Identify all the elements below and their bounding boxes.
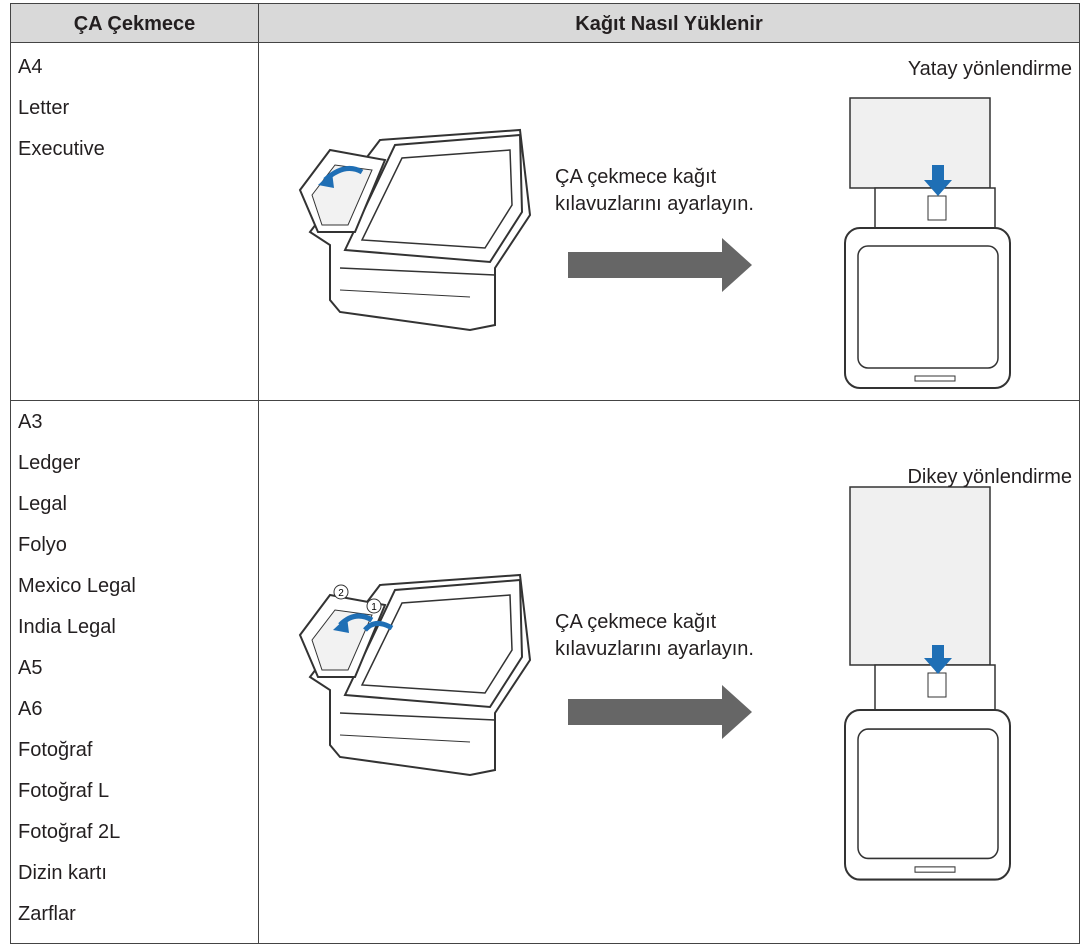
size: A4 bbox=[18, 56, 43, 78]
size: Executive bbox=[18, 138, 105, 160]
orientation-label: Dikey yönlendirme bbox=[907, 466, 1072, 488]
size: Mexico Legal bbox=[18, 575, 136, 597]
caption: ÇA çekmece kağıt kılavuzlarını ayarlayın… bbox=[555, 164, 754, 218]
caption-line: ÇA çekmece kağıt bbox=[555, 611, 717, 633]
size: Fotoğraf L bbox=[18, 780, 110, 802]
cell bbox=[258, 400, 1080, 944]
caption: ÇA çekmece kağıt kılavuzlarını ayarlayın… bbox=[555, 609, 754, 663]
size-list: A3 Ledger Legal Folyo Mexico Legal India… bbox=[18, 402, 136, 935]
size: Dizin kartı bbox=[18, 862, 107, 884]
size: Ledger bbox=[18, 452, 81, 474]
size: A5 bbox=[18, 657, 43, 679]
header-cell: ÇA Çekmece bbox=[10, 3, 259, 43]
size: A3 bbox=[18, 411, 43, 433]
caption-line: kılavuzlarını ayarlayın. bbox=[555, 193, 754, 215]
svg-text:2: 2 bbox=[338, 588, 344, 599]
caption-line: kılavuzlarını ayarlayın. bbox=[555, 638, 754, 660]
size: Legal bbox=[18, 493, 67, 515]
size: Folyo bbox=[18, 534, 67, 556]
size: Letter bbox=[18, 97, 70, 119]
size: Fotoğraf 2L bbox=[18, 821, 121, 843]
size: India Legal bbox=[18, 616, 116, 638]
size-list: A4 Letter Executive bbox=[18, 47, 105, 170]
size: Zarflar bbox=[18, 903, 76, 925]
svg-text:1: 1 bbox=[371, 602, 377, 613]
size: A6 bbox=[18, 698, 43, 720]
orientation-label: Yatay yönlendirme bbox=[907, 58, 1072, 80]
caption-line: ÇA çekmece kağıt bbox=[555, 166, 717, 188]
size: Fotoğraf bbox=[18, 739, 93, 761]
